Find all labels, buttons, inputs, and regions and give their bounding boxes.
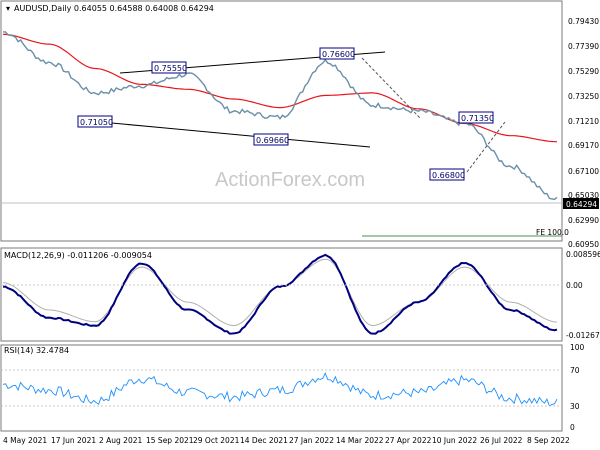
x-tick: 26 Jul 2022 <box>480 436 523 445</box>
svg-text:0.69660: 0.69660 <box>256 136 289 145</box>
fe-label: FE 100.0 <box>536 228 569 237</box>
macd-line <box>2 253 558 335</box>
rsi-title: RSI(14) 32.4784 <box>4 346 69 355</box>
projection-line-2 <box>466 121 506 173</box>
annotation-75550: 0.75550 <box>151 61 187 74</box>
x-tick: 14 Mar 2022 <box>336 436 384 445</box>
symbol-icon: ▾ <box>6 4 10 13</box>
macd-y-tick: 0.008596 <box>566 250 600 259</box>
macd-title: MACD(12,26,9) -0.011206 -0.009054 <box>4 251 152 260</box>
x-tick: 27 Jan 2022 <box>289 436 334 445</box>
x-axis: 4 May 2021 17 Jun 2021 2 Aug 2021 15 Sep… <box>3 436 570 445</box>
x-tick: 17 Jun 2021 <box>51 436 96 445</box>
y-tick: 0.62990 <box>568 216 599 225</box>
x-tick: 14 Dec 2021 <box>240 436 288 445</box>
svg-text:0.71050: 0.71050 <box>80 118 113 127</box>
annotation-71050: 0.71050 <box>77 115 113 128</box>
y-tick: 0.73250 <box>568 92 599 101</box>
y-tick: 0.60950 <box>568 240 599 249</box>
y-tick: 0.71210 <box>568 117 599 126</box>
watermark: ActionForex.com <box>215 169 365 191</box>
rsi-y-tick: 30 <box>570 402 580 411</box>
macd-panel-frame <box>0 247 563 342</box>
y-tick: 0.79430 <box>568 17 599 26</box>
y-tick: 0.77390 <box>568 42 599 51</box>
chart-title: AUDUSD,Daily 0.64055 0.64588 0.64008 0.6… <box>14 4 214 13</box>
annotation-71350: 0.71350 <box>458 111 494 124</box>
macd-y-tick: 0.00 <box>566 281 583 290</box>
y-tick: 0.69170 <box>568 141 599 150</box>
rsi-y-tick: 100 <box>570 343 585 352</box>
x-tick: 29 Oct 2021 <box>193 436 240 445</box>
main-y-axis: 0.79430 0.77390 0.75290 0.73250 0.71210 … <box>568 17 599 249</box>
svg-text:0.66800: 0.66800 <box>432 171 465 180</box>
macd-y-tick: -0.01267 <box>566 331 600 340</box>
annotation-76600: 0.76600 <box>319 47 355 60</box>
y-tick: 0.75290 <box>568 67 599 76</box>
svg-text:0.75550: 0.75550 <box>154 64 187 73</box>
svg-text:0.76600: 0.76600 <box>322 50 355 59</box>
projection-line-1 <box>361 57 421 119</box>
x-tick: 27 Apr 2022 <box>385 436 432 445</box>
current-price-badge: 0.64294 <box>563 198 599 209</box>
rsi-y-tick: 0 <box>570 423 575 432</box>
y-tick: 0.65030 <box>568 191 599 200</box>
lower-channel-line <box>89 120 371 148</box>
x-tick: 8 Sep 2022 <box>527 436 570 445</box>
svg-text:0.71350: 0.71350 <box>461 114 494 123</box>
x-tick: 4 May 2021 <box>3 436 47 445</box>
annotation-69660: 0.69660 <box>253 133 289 146</box>
svg-text:0.64294: 0.64294 <box>566 200 597 209</box>
x-tick: 10 Jun 2022 <box>432 436 477 445</box>
annotation-66800: 0.66800 <box>429 168 465 181</box>
rsi-y-tick: 70 <box>570 366 580 375</box>
rsi-line <box>2 372 558 407</box>
x-tick: 2 Aug 2021 <box>99 436 142 445</box>
x-tick: 15 Sep 2021 <box>146 436 194 445</box>
y-tick: 0.67100 <box>568 167 599 176</box>
